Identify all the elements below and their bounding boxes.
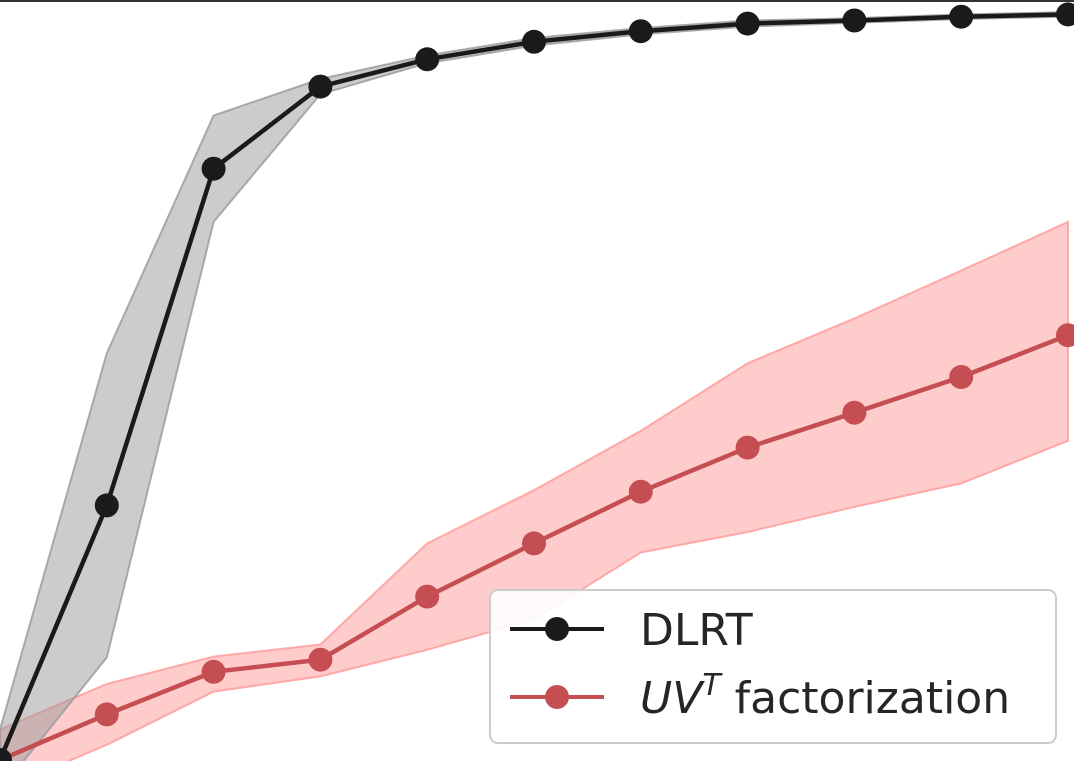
legend-uv-label: UVT factorization (640, 668, 1010, 724)
legend-uv-label-sup: T (702, 668, 723, 703)
series-dlrt-point (308, 74, 333, 99)
legend-uv-label-main: UV (640, 673, 705, 724)
series-dlrt-point (0, 748, 12, 761)
series-uv-factorization-band (0, 220, 1069, 761)
legend-uv-label-rest: factorization (721, 673, 1010, 724)
series-dlrt-point (735, 11, 760, 36)
series-dlrt-point (628, 19, 653, 44)
series-uv-factorization-point (949, 365, 974, 389)
legend: DLRT UVT factorization (489, 589, 1057, 744)
series-uv-factorization-point (735, 435, 760, 460)
series-uv-factorization-point (308, 647, 333, 672)
legend-box (489, 589, 1057, 744)
series-uv-factorization-point (201, 659, 226, 684)
series-uv-factorization-point (628, 479, 653, 504)
series-dlrt-point (522, 29, 546, 54)
series-uv-factorization-point (1056, 323, 1074, 348)
series-uv-factorization-point (842, 400, 867, 425)
legend-uv-marker (545, 685, 569, 709)
legend-dlrt-label: DLRT (640, 605, 753, 656)
series-uv-factorization-point (415, 584, 440, 609)
series-uv-factorization-point (94, 702, 119, 727)
legend-dlrt-marker (545, 617, 569, 641)
series-dlrt-point (842, 8, 867, 33)
series-dlrt-point (201, 156, 226, 181)
series-dlrt-point (94, 493, 119, 518)
series-dlrt-point (415, 47, 440, 72)
series-dlrt-point (949, 4, 974, 29)
series-dlrt-point (1056, 2, 1074, 27)
series-uv-factorization-point (522, 531, 546, 556)
